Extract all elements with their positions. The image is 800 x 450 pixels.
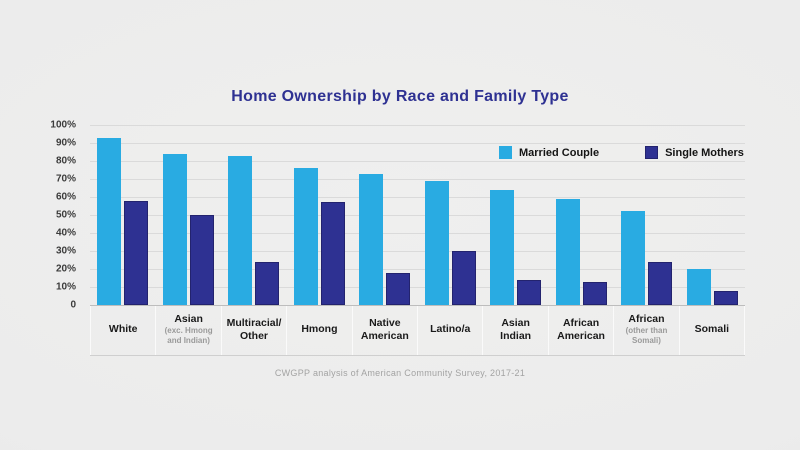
y-tick-label: 40% (55, 227, 76, 239)
y-tick-label: 80% (55, 155, 76, 167)
y-tick-label: 100% (50, 119, 76, 131)
bar-group (156, 125, 222, 305)
bar-group (483, 125, 549, 305)
category-label: Hmong (301, 323, 338, 336)
y-tick-label: 20% (55, 263, 76, 275)
gridline (90, 215, 745, 216)
bar-married-couple (293, 168, 318, 305)
bar-married-couple (621, 211, 646, 305)
category-cell: Latino/a (418, 306, 484, 355)
bar-groups (90, 125, 745, 305)
gridline (90, 197, 745, 198)
category-label: Latino/a (430, 323, 471, 336)
legend-item: Married Couple (499, 146, 599, 159)
y-axis: 100% 90% 80% 70% 60% 50% 40% 30% 20% 10% 0 (30, 120, 84, 311)
category-cell: African American (549, 306, 615, 355)
legend: Married Couple Single Mothers (499, 146, 744, 159)
y-tick-label: 10% (55, 281, 76, 293)
category-label: Native American (360, 317, 409, 342)
bar-single-mothers (451, 251, 476, 305)
gridline (90, 125, 745, 126)
gridline (90, 161, 745, 162)
bar-group (352, 125, 418, 305)
category-label: Asian (174, 312, 203, 325)
y-tick-label: 70% (55, 173, 76, 185)
bar-single-mothers (124, 200, 149, 305)
bar-single-mothers (713, 290, 738, 305)
gridline (90, 305, 745, 306)
bar-married-couple (97, 137, 122, 305)
x-axis-labels: White Asian (exc. Hmong and Indian) Multira… (90, 306, 746, 356)
category-cell: Hmong (287, 306, 353, 355)
category-label: Asian Indian (500, 317, 532, 342)
chart-title: Home Ownership by Race and Family Type (231, 88, 569, 105)
y-tick-label: 60% (55, 191, 76, 203)
bar-group (287, 125, 353, 305)
category-sublabel: (other than Somali) (625, 326, 668, 346)
legend-label: Married Couple (519, 146, 600, 159)
bar-married-couple (555, 198, 580, 305)
y-tick-label: 50% (55, 209, 76, 221)
bar-single-mothers (648, 261, 673, 305)
gridline (90, 179, 745, 180)
y-tick-label: 0 (70, 299, 76, 311)
bar-group (549, 125, 615, 305)
category-cell: Asian (exc. Hmong and Indian) (156, 306, 222, 355)
bar-married-couple (359, 173, 384, 305)
category-label: White (108, 323, 138, 336)
bar-single-mothers (582, 281, 607, 305)
bar-married-couple (162, 153, 187, 305)
gridline (90, 143, 745, 144)
category-cell: Asian Indian (483, 306, 549, 355)
bar-single-mothers (189, 215, 214, 305)
bar-group (614, 125, 680, 305)
category-label: Multiracial/ Other (226, 317, 282, 342)
bar-single-mothers (386, 272, 411, 305)
category-label: African American (557, 317, 605, 342)
legend-label: Single Mothers (665, 146, 744, 159)
gridline (90, 251, 745, 252)
gridline (90, 233, 745, 234)
category-label: Somali (694, 323, 730, 336)
legend-item: Single Mothers (645, 146, 744, 159)
category-cell: Somali (680, 306, 746, 355)
bar-group (418, 125, 484, 305)
bar-single-mothers (255, 261, 280, 305)
category-sublabel: (exc. Hmong and Indian) (164, 326, 213, 346)
legend-swatch-icon (645, 146, 659, 159)
bar-married-couple (424, 180, 449, 305)
plot-area (90, 125, 745, 306)
gridline (90, 287, 745, 288)
category-cell: Multiracial/ Other (222, 306, 288, 355)
bar-single-mothers (320, 202, 345, 305)
y-tick-label: 30% (55, 245, 76, 257)
category-cell: White (90, 306, 157, 355)
category-cell: Native American (353, 306, 419, 355)
bar-single-mothers (517, 279, 542, 305)
bar-group (680, 125, 746, 305)
bar-married-couple (686, 269, 711, 305)
gridline (90, 269, 745, 270)
y-tick-label: 90% (55, 137, 76, 149)
bar-group (221, 125, 287, 305)
bar-married-couple (228, 155, 253, 305)
category-cell: African (other than Somali) (614, 306, 680, 355)
legend-swatch-icon (499, 146, 512, 159)
category-label: African (628, 312, 665, 325)
bar-group (90, 125, 156, 305)
source-note: CWGPP analysis of American Community Sur… (274, 368, 526, 378)
bar-married-couple (490, 189, 515, 305)
